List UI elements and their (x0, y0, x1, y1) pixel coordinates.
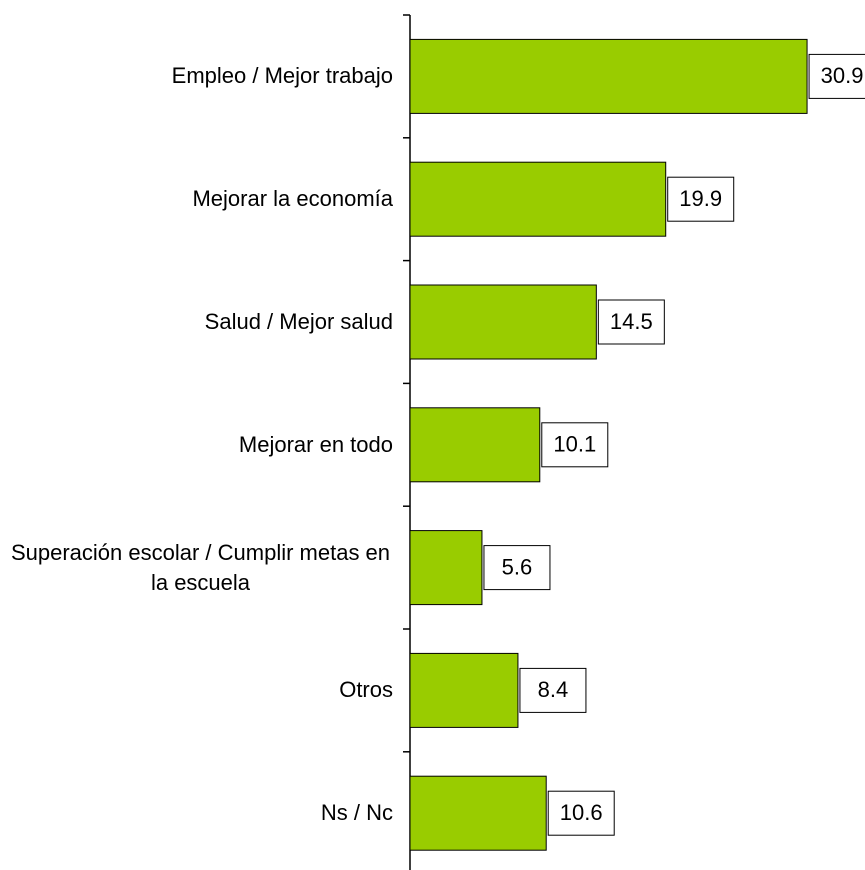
bar (409, 161, 667, 237)
category-label-wrap: Empleo / Mejor trabajo (172, 61, 393, 91)
value-label-box (519, 667, 587, 713)
bar (409, 775, 547, 851)
value-label-box (667, 176, 735, 222)
value-label: 10.1 (553, 432, 596, 457)
category-label: Otros (339, 677, 393, 703)
category-label-wrap: Mejorar la economía (192, 184, 393, 214)
value-label: 8.4 (538, 677, 569, 702)
value-label-box (808, 53, 865, 99)
value-label: 19.9 (679, 186, 722, 211)
category-label-wrap: Mejorar en todo (239, 430, 393, 460)
category-label: Mejorar la economía (192, 186, 393, 212)
bar (409, 652, 519, 728)
value-label-box (541, 422, 609, 468)
category-label-wrap: Salud / Mejor salud (205, 307, 393, 337)
category-label-wrap: Ns / Nc (321, 798, 393, 828)
value-label-box (483, 545, 551, 591)
value-label: 10.6 (560, 800, 603, 825)
value-label: 5.6 (502, 554, 533, 579)
category-label: Superación escolar / Cumplir metas en la… (10, 539, 391, 595)
category-label: Mejorar en todo (238, 431, 393, 457)
value-label: 30.9 (821, 63, 864, 88)
bar (409, 284, 597, 360)
bar (409, 530, 483, 606)
bar (409, 38, 808, 114)
category-label-wrap: Otros (339, 675, 393, 705)
category-label: Empleo / Mejor trabajo (171, 63, 393, 89)
category-label-wrap: Superación escolar / Cumplir metas en la… (8, 538, 393, 598)
value-label: 14.5 (610, 309, 653, 334)
category-label: Ns / Nc (320, 800, 393, 826)
category-label: Salud / Mejor salud (204, 309, 393, 334)
value-label-box (547, 790, 615, 836)
value-label-box (597, 299, 665, 345)
bar (409, 407, 541, 483)
